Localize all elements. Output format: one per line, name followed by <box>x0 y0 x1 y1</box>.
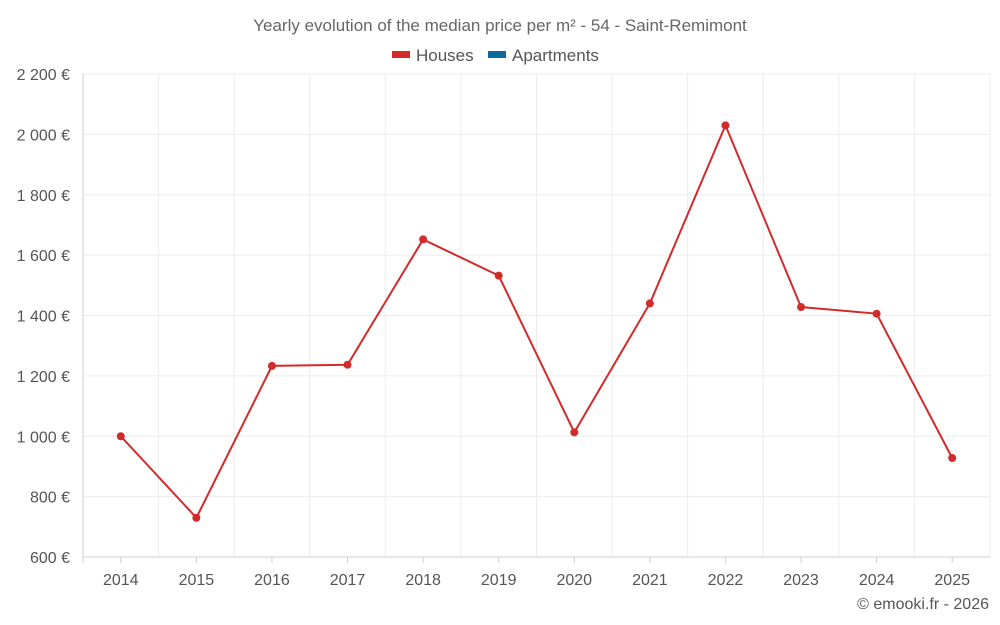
data-point[interactable] <box>494 271 503 280</box>
y-tick-label: 2 200 € <box>17 67 70 84</box>
legend-label-houses: Houses <box>416 46 474 65</box>
legend-item-houses[interactable]: Houses <box>392 46 474 65</box>
x-tick-label: 2017 <box>330 572 366 589</box>
legend-item-apartments[interactable]: Apartments <box>488 46 599 65</box>
series-line <box>120 122 954 520</box>
y-tick-label: 1 800 € <box>17 188 70 205</box>
y-tick-label: 1 400 € <box>17 309 70 326</box>
data-point[interactable] <box>267 361 276 370</box>
x-tick-label: 2016 <box>254 572 290 589</box>
x-tick-label: 2023 <box>783 572 819 589</box>
x-tick-label: 2014 <box>103 572 139 589</box>
legend-swatch-apartments <box>488 51 506 58</box>
series-houses <box>116 121 957 522</box>
x-axis: 2014 2015 2016 2017 2018 2019 2020 2021 2022 2023… <box>83 556 990 589</box>
data-point[interactable] <box>419 235 428 244</box>
data-point[interactable] <box>645 299 654 308</box>
data-point[interactable] <box>343 360 352 369</box>
chart-title: Yearly evolution of the median price per… <box>253 16 747 35</box>
y-tick-label: 1 600 € <box>17 248 70 265</box>
y-axis: 600 € 800 € 1 000 € 1 200 € 1 400 € 1 600 € 1 … <box>17 67 84 567</box>
x-tick-label: 2015 <box>179 572 215 589</box>
x-tick-label: 2025 <box>934 572 970 589</box>
legend-label-apartments: Apartments <box>512 46 599 65</box>
data-point[interactable] <box>797 303 806 312</box>
y-tick-label: 600 € <box>30 550 70 567</box>
data-point[interactable] <box>116 432 125 441</box>
data-point[interactable] <box>872 309 881 318</box>
x-tick-label: 2020 <box>556 572 592 589</box>
y-tick-label: 800 € <box>30 490 70 507</box>
x-tick-label: 2024 <box>859 572 895 589</box>
y-tick-label: 1 200 € <box>17 369 70 386</box>
y-tick-label: 2 000 € <box>17 127 70 144</box>
credit-text: © emooki.fr - 2026 <box>857 596 989 613</box>
x-tick-label: 2019 <box>481 572 517 589</box>
data-point[interactable] <box>192 513 201 522</box>
legend-swatch-houses <box>392 51 410 58</box>
grid <box>82 73 991 557</box>
legend: Houses Apartments <box>392 46 599 65</box>
x-tick-label: 2022 <box>708 572 744 589</box>
data-point[interactable] <box>948 453 957 462</box>
x-tick-label: 2021 <box>632 572 668 589</box>
y-tick-label: 1 000 € <box>17 429 70 446</box>
x-tick-label: 2018 <box>405 572 441 589</box>
data-point[interactable] <box>570 428 579 437</box>
data-point[interactable] <box>721 121 730 130</box>
